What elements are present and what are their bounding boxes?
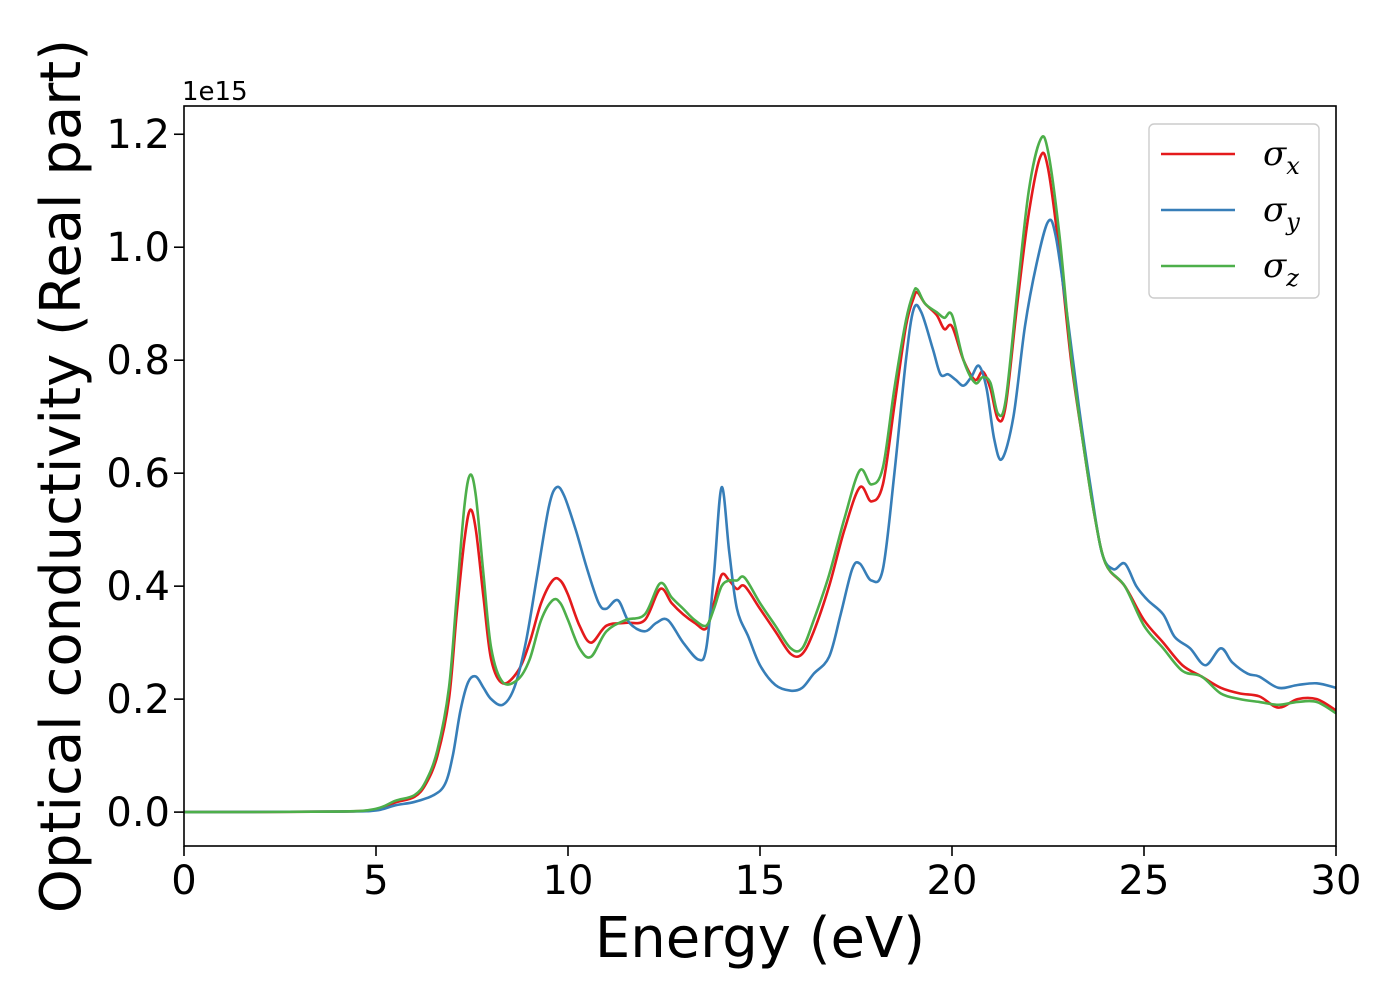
legend-label: σz — [1263, 246, 1299, 292]
legend-symbol: σ — [1263, 190, 1287, 230]
series-line-z — [184, 135, 1336, 814]
y-axis: 0.0 0.2 0.4 0.6 0.8 1.0 1.2 — [106, 112, 184, 836]
series-line-y — [184, 218, 1336, 814]
x-tick-label: 15 — [735, 858, 786, 904]
y-tick-label: 0.6 — [106, 451, 170, 497]
y-tick-label: 1.0 — [106, 225, 170, 271]
legend-subscript: x — [1286, 152, 1300, 180]
legend-label: σy — [1263, 190, 1300, 236]
x-tick-label: 25 — [1119, 858, 1170, 904]
y-axis-label: Optical conductivity (Real part) — [29, 39, 94, 913]
y-tick-label: 0.0 — [106, 790, 170, 836]
x-tick-label: 30 — [1311, 858, 1362, 904]
y-offset-label: 1e15 — [182, 77, 248, 107]
x-tick-label: 5 — [363, 858, 388, 904]
series-layer — [184, 135, 1336, 814]
x-tick-label: 20 — [927, 858, 978, 904]
y-tick-label: 0.8 — [106, 338, 170, 384]
x-axis: 0 5 10 15 20 25 30 — [171, 846, 1361, 904]
y-tick-label: 0.2 — [106, 677, 170, 723]
x-tick-label: 10 — [543, 858, 594, 904]
x-tick-label: 0 — [171, 858, 196, 904]
legend-subscript: z — [1285, 264, 1299, 292]
legend-symbol: σ — [1263, 134, 1287, 174]
legend-label: σx — [1263, 134, 1300, 180]
y-tick-label: 1.2 — [106, 112, 170, 158]
x-axis-label: Energy (eV) — [595, 906, 925, 971]
legend-symbol: σ — [1263, 246, 1287, 286]
legend-subscript: y — [1285, 208, 1300, 236]
y-tick-label: 0.4 — [106, 564, 170, 610]
